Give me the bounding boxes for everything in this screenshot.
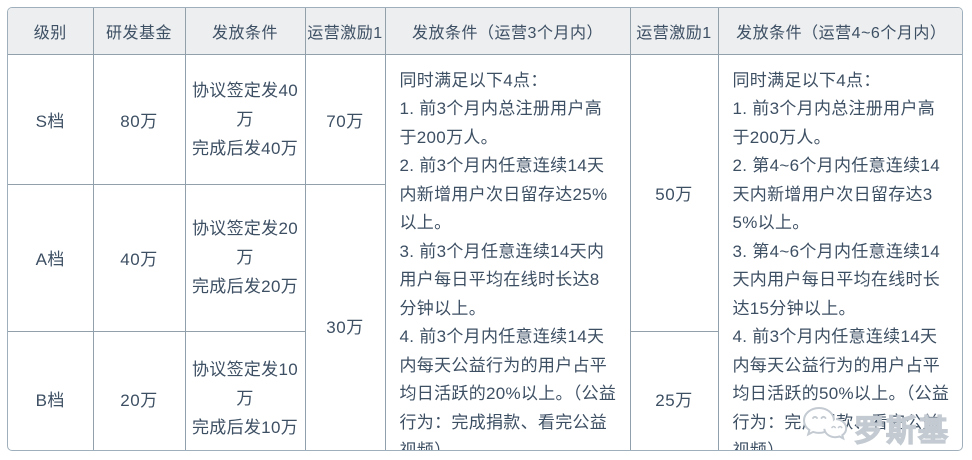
cell-ops46-condition: 同时满足以下4点： 1. 前3个月内总注册用户高于200万人。 2. 第4~6个… <box>732 70 950 451</box>
cell-s-fund: 80万 <box>93 54 186 185</box>
cell-ab-ops-incentive-1: 30万 <box>305 184 386 450</box>
cell-s-grant-condition: 协议签定发40万 完成后发40万 <box>185 54 306 185</box>
header-row: 级别 研发基金 发放条件 运营激励1 发放条件（运营3个月内） 运营激励1 发放… <box>8 8 962 55</box>
col-header-ops-incentive-1: 运营激励1 <box>305 8 386 55</box>
cell-s-ops-incentive-1: 70万 <box>305 54 386 185</box>
table-row-b: B档 20万 协议签定发10万 完成后发10万 25万 <box>8 331 962 450</box>
col-header-ops46-condition: 发放条件（运营4~6个月内） <box>718 8 962 55</box>
cell-b-ops-incentive-2: 25万 <box>630 331 719 450</box>
cell-a-grant-condition: 协议签定发20万 完成后发20万 <box>185 184 306 332</box>
cell-sa-ops-incentive-2: 50万 <box>630 54 719 332</box>
col-header-level: 级别 <box>8 8 94 55</box>
col-header-ops3-condition: 发放条件（运营3个月内） <box>385 8 631 55</box>
table-row-a: A档 40万 协议签定发20万 完成后发20万 30万 <box>8 184 962 450</box>
cell-b-grant-condition: 协议签定发10万 完成后发10万 <box>185 331 306 450</box>
incentive-table-container: 级别 研发基金 发放条件 运营激励1 发放条件（运营3个月内） 运营激励1 发放… <box>7 7 963 451</box>
cell-s-level: S档 <box>8 54 94 185</box>
cell-a-level: A档 <box>8 184 94 332</box>
cell-b-level: B档 <box>8 331 94 450</box>
cell-a-fund: 40万 <box>93 184 186 332</box>
col-header-ops-incentive-2: 运营激励1 <box>630 8 719 55</box>
incentive-table: 级别 研发基金 发放条件 运营激励1 发放条件（运营3个月内） 运营激励1 发放… <box>8 8 962 450</box>
cell-b-fund: 20万 <box>93 331 186 450</box>
col-header-fund: 研发基金 <box>93 8 186 55</box>
col-header-grant-condition: 发放条件 <box>185 8 306 55</box>
table-row-s: S档 80万 协议签定发40万 完成后发40万 70万 同时满足以下4点： 1.… <box>8 54 962 450</box>
cell-ops3-condition: 同时满足以下4点： 1. 前3个月内总注册用户高于200万人。 2. 前3个月内… <box>385 54 631 450</box>
